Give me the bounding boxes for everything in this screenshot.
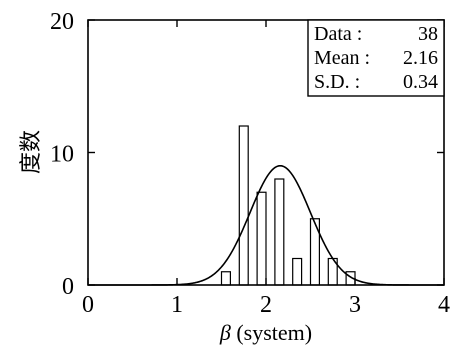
stats-label: Mean :	[314, 47, 370, 69]
histogram-bar	[238, 125, 249, 286]
x-tick-label: 2	[260, 292, 272, 318]
y-tick-label: 10	[50, 142, 74, 168]
y-axis-label: 度数	[18, 130, 43, 174]
y-tick-label: 0	[62, 274, 74, 300]
x-tick-labels: 0 1 2 3 4	[82, 292, 450, 318]
stats-label: Data :	[314, 23, 362, 45]
x-tick-label: 1	[171, 292, 183, 318]
stats-value: 38	[418, 23, 438, 45]
histogram-bar	[274, 178, 285, 286]
histogram-bar	[256, 191, 267, 286]
x-tick-label: 0	[82, 292, 94, 318]
x-axis-unit: (system)	[231, 320, 312, 345]
x-axis-label: β (system)	[219, 320, 312, 345]
stats-label: S.D. :	[314, 71, 360, 93]
x-axis-symbol: β	[219, 320, 231, 345]
stats-value: 2.16	[403, 47, 438, 69]
stats-box-border	[307, 19, 445, 97]
stats-value: 0.34	[403, 71, 438, 93]
y-tick-label: 20	[50, 9, 74, 35]
y-tick-labels: 0 10 20	[50, 9, 74, 300]
x-tick-label: 3	[349, 292, 361, 318]
x-tick-label: 4	[438, 292, 450, 318]
histogram-bar	[292, 257, 303, 286]
stats-box: Data : 38 Mean : 2.16 S.D. : 0.34	[307, 19, 445, 97]
histogram-bar	[220, 271, 231, 286]
